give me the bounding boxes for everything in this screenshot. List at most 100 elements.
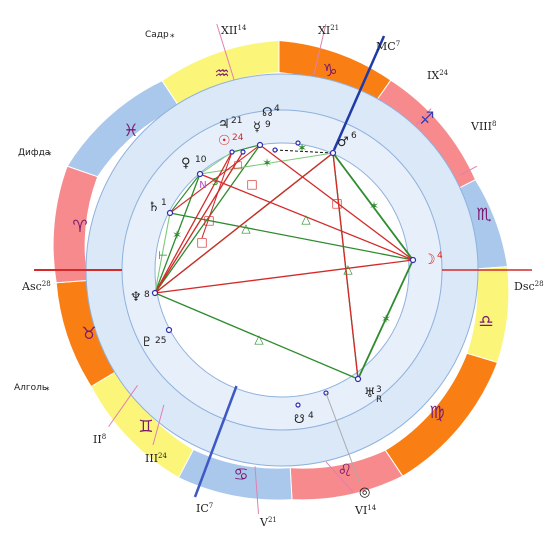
aspect-line (201, 151, 233, 239)
aries-icon: ♈ (72, 217, 87, 237)
jupiter-icon: ♃ (218, 117, 230, 132)
gemini-icon: ♊ (138, 417, 153, 437)
mars-degree: 6 (351, 131, 357, 141)
uranus-retro: R (376, 395, 382, 405)
trine-icon: △ (343, 262, 353, 276)
pisces-icon: ♓ (123, 121, 138, 141)
ic-label: IC7 (196, 502, 213, 515)
south-node-icon: ☋ (294, 412, 305, 426)
mc-axis (332, 35, 386, 151)
square-icon: □ (233, 160, 242, 171)
aspect-line (154, 144, 261, 294)
planet-dot (165, 326, 173, 334)
planet-dot (166, 209, 174, 217)
planet-dot (151, 289, 159, 297)
planet-dot (329, 149, 337, 157)
sun-icon: ☉ (218, 133, 231, 149)
mars-icon: ♂ (337, 135, 349, 150)
star-difda-label: Дифда (18, 148, 50, 158)
sign-glyphs: ♒ ♑ ♐ ♏ ♎ ♍ ♌ ♋ ♊ ♉ ♈ ♓ (72, 61, 493, 485)
house-ii-label: II8 (93, 433, 106, 446)
semisextile-icon: ⊢ (158, 249, 168, 262)
moon-degree: 4 (437, 251, 443, 261)
uranus-degree: 3 (376, 385, 382, 395)
aspect-line (154, 292, 359, 380)
sextile-icon: ✶ (381, 312, 391, 326)
house-iii-label: III24 (145, 452, 168, 465)
house-cusps (108, 23, 478, 515)
venus-degree: 10 (195, 155, 207, 165)
planet-dot (256, 141, 264, 149)
jupiter-degree: 21 (231, 116, 242, 126)
square-icon: □ (246, 177, 257, 191)
leo-icon: ♌ (337, 461, 352, 481)
moon-icon: ☽ (423, 252, 436, 268)
planet-dot (229, 149, 235, 155)
house-xii-label: XII14 (221, 24, 247, 37)
aspect-symbols: △ △ △ △ ✶ ✶ ✶ ✶ ✶ S N □ □ □ □ □ ⊢ (158, 141, 391, 346)
node-icon: ☊ (262, 105, 273, 119)
square-icon: □ (203, 213, 214, 227)
aquarius-icon: ♒ (214, 64, 229, 84)
trine-icon: △ (301, 212, 311, 226)
aspect-line (332, 152, 359, 380)
zodiac-ring (52, 39, 510, 501)
mc-label: MC7 (376, 40, 400, 53)
node-degree: 4 (274, 104, 280, 114)
house-xi-label: XI21 (318, 24, 339, 37)
mercury-degree: 9 (265, 120, 271, 130)
house-v-label: V21 (259, 516, 277, 529)
saturn-degree: 1 (161, 198, 167, 208)
planet-dot (354, 375, 362, 383)
sextile-icon: ✶ (262, 156, 272, 170)
ic-axis (193, 385, 238, 498)
house-ix-label: IX24 (427, 69, 449, 82)
aspect-line (169, 144, 261, 214)
planet-dot (240, 149, 246, 155)
star-difda-mark: * (47, 151, 52, 161)
sextile-icon: ✶ (297, 141, 307, 155)
neptune-degree: 8 (144, 290, 150, 300)
aspect-line (169, 212, 414, 261)
dsc-label: Dsc28 (514, 280, 544, 293)
star-algol-mark: * (45, 386, 50, 396)
inner-circle (154, 142, 410, 398)
taurus-icon: ♉ (81, 324, 96, 344)
south-node-degree: 4 (308, 411, 314, 421)
planet-labels: ♃ 21 ☉ 24 ☊ 4 ☿ 9 ♀ 10 ♂ 6 ♄ 1 ♆ 8 ♇ 25 … (130, 104, 443, 500)
star-algol-label: Алголь (14, 383, 47, 393)
aspect-line (199, 173, 414, 261)
sun-degree: 24 (232, 133, 244, 143)
planet-dot (272, 147, 278, 153)
aspect-lines (154, 144, 414, 380)
sextile-icon: ✶ (172, 228, 182, 242)
aspect-line (154, 151, 244, 294)
aspect-line (154, 212, 171, 294)
uranus-icon: ♅ (364, 386, 376, 401)
aspect-line (154, 173, 201, 294)
aspect-line (154, 259, 414, 294)
planet-dot (295, 402, 301, 408)
aspect-line (199, 151, 233, 175)
house-labels: Asc28 Dsc28 MC7 IC7 II8 III24 V21 VI14 V… (21, 24, 544, 529)
planet-dot (295, 140, 301, 146)
mercury-icon: ☿ (253, 120, 261, 135)
novile-icon: N (199, 180, 206, 191)
aspect-line (154, 152, 334, 294)
saturn-icon: ♄ (148, 200, 160, 215)
circle-marker-icon: ◎ (359, 485, 370, 500)
planet-dot (409, 256, 417, 264)
sextile-icon: ✶ (369, 199, 379, 213)
house-viii-label: VIII8 (470, 120, 496, 133)
libra-icon: ♎ (478, 312, 493, 332)
pluto-icon: ♇ (141, 335, 153, 350)
capricorn-icon: ♑ (322, 61, 337, 81)
trine-icon: △ (241, 221, 251, 235)
sign-sector-pisces (66, 80, 181, 178)
aspect-line (332, 152, 414, 261)
trine-icon: △ (254, 332, 264, 346)
star-sadr-label: Садр (145, 30, 169, 40)
neptune-icon: ♆ (130, 290, 142, 305)
asc-label: Asc28 (21, 280, 51, 293)
